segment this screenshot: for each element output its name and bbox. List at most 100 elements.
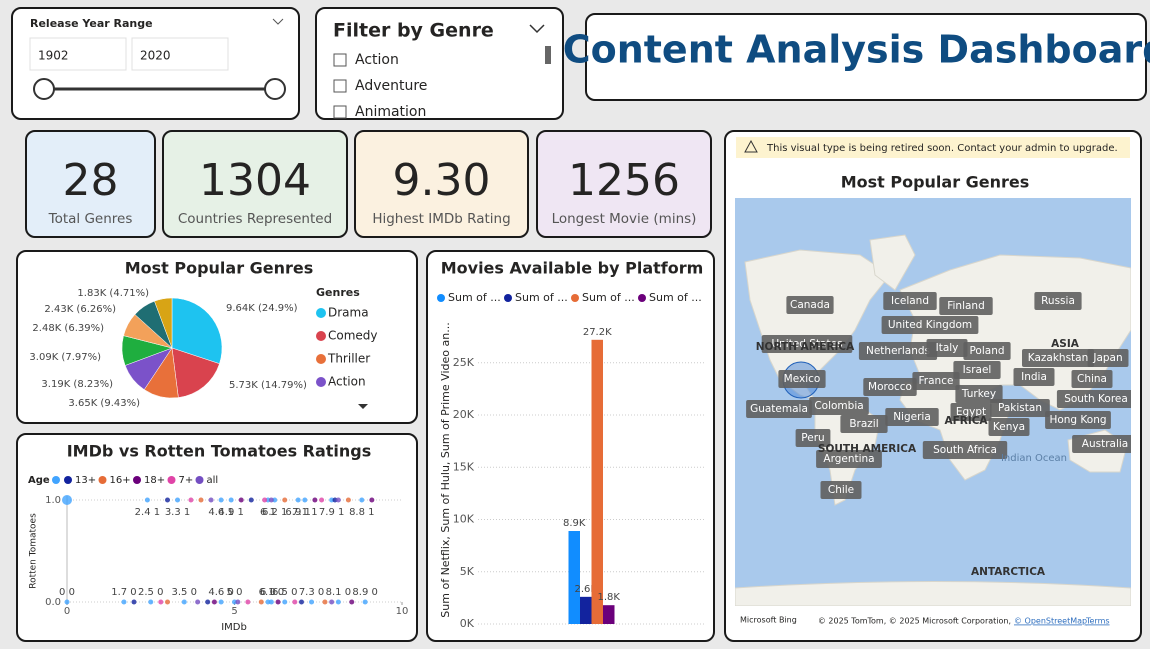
- pie-slice[interactable]: [171, 297, 223, 365]
- legend-label[interactable]: Sum of ...: [515, 291, 568, 304]
- place-label[interactable]: Iceland: [891, 295, 929, 307]
- legend-label[interactable]: Sum of ...: [582, 291, 635, 304]
- scatter-point[interactable]: [262, 497, 268, 503]
- scatter-point[interactable]: [64, 599, 70, 605]
- place-label[interactable]: China: [1077, 373, 1107, 385]
- place-label[interactable]: Israel: [963, 364, 992, 376]
- scatter-point[interactable]: [302, 497, 308, 503]
- scatter-point[interactable]: [238, 497, 244, 503]
- legend-label[interactable]: Thriller: [327, 352, 370, 366]
- place-label[interactable]: Russia: [1041, 295, 1075, 307]
- legend-label[interactable]: 18+: [144, 475, 165, 486]
- checkbox[interactable]: [333, 105, 347, 119]
- place-label[interactable]: Australia: [1082, 438, 1128, 450]
- legend-label[interactable]: all: [207, 475, 219, 486]
- scatter-point[interactable]: [62, 495, 72, 505]
- place-label[interactable]: Italy: [936, 342, 959, 354]
- scatter-point[interactable]: [359, 497, 365, 503]
- place-label[interactable]: Kenya: [993, 421, 1025, 433]
- end-input[interactable]: [131, 37, 229, 71]
- bar[interactable]: [580, 596, 592, 624]
- legend-label[interactable]: 13+: [75, 475, 96, 486]
- place-label[interactable]: South Korea: [1064, 393, 1128, 405]
- genre-option[interactable]: Adventure: [355, 78, 427, 94]
- scatter-point[interactable]: [275, 599, 281, 605]
- place-label[interactable]: Hong Kong: [1049, 414, 1106, 426]
- scatter-point[interactable]: [188, 497, 194, 503]
- place-label[interactable]: Guatemala: [750, 403, 808, 415]
- scatter-point[interactable]: [268, 599, 274, 605]
- scatter-point[interactable]: [205, 599, 211, 605]
- legend-label[interactable]: 16+: [110, 475, 131, 486]
- scatter-point[interactable]: [329, 599, 335, 605]
- scatter-point[interactable]: [322, 599, 328, 605]
- place-label[interactable]: Turkey: [961, 388, 996, 400]
- scatter-point[interactable]: [121, 599, 127, 605]
- scatter-point[interactable]: [309, 599, 315, 605]
- place-label[interactable]: Argentina: [823, 453, 874, 465]
- legend-label[interactable]: Drama: [328, 306, 369, 320]
- genre-option[interactable]: Animation: [355, 104, 426, 120]
- place-label[interactable]: Japan: [1092, 352, 1122, 364]
- scatter-point[interactable]: [148, 599, 154, 605]
- scrollbar[interactable]: [545, 46, 551, 64]
- place-label[interactable]: Pakistan: [998, 402, 1042, 414]
- scatter-point[interactable]: [165, 599, 170, 605]
- legend-label[interactable]: 7+: [179, 475, 194, 486]
- scatter-point[interactable]: [198, 497, 204, 503]
- scatter-point[interactable]: [362, 599, 368, 605]
- start-input[interactable]: [29, 37, 127, 71]
- legend-scroll[interactable]: [358, 404, 368, 409]
- scatter-point[interactable]: [345, 497, 351, 503]
- place-label[interactable]: Kazakhstan: [1028, 352, 1089, 364]
- scatter-point[interactable]: [165, 497, 170, 503]
- legend-label[interactable]: Sum of ...: [649, 291, 702, 304]
- scatter-point[interactable]: [144, 497, 150, 503]
- bar[interactable]: [568, 531, 581, 624]
- scatter-point[interactable]: [195, 599, 201, 605]
- place-label[interactable]: Netherlands: [866, 345, 930, 357]
- scatter-point[interactable]: [335, 497, 341, 503]
- scatter-point[interactable]: [282, 599, 288, 605]
- bar[interactable]: [603, 605, 615, 624]
- place-label[interactable]: Canada: [790, 299, 830, 311]
- place-label[interactable]: Colombia: [814, 400, 863, 412]
- chevron[interactable]: [529, 24, 545, 34]
- scatter-point[interactable]: [295, 497, 301, 503]
- scatter-point[interactable]: [319, 497, 325, 503]
- legend-label[interactable]: Sum of ...: [448, 291, 501, 304]
- terms-link[interactable]: Terms: [1085, 617, 1110, 626]
- genre-option[interactable]: Action: [355, 52, 399, 68]
- scatter-point[interactable]: [335, 599, 341, 605]
- place-label[interactable]: Finland: [947, 300, 985, 312]
- place-label[interactable]: United Kingdom: [888, 319, 972, 331]
- place-label[interactable]: France: [919, 375, 954, 387]
- scatter-point[interactable]: [369, 497, 375, 503]
- scatter-point[interactable]: [245, 599, 251, 605]
- place-label[interactable]: Chile: [828, 484, 854, 496]
- scatter-point[interactable]: [218, 497, 224, 503]
- place-label[interactable]: Morocco: [868, 381, 912, 393]
- legend-label[interactable]: Action: [328, 375, 366, 389]
- scatter-point[interactable]: [258, 599, 264, 605]
- place-label[interactable]: United States: [771, 338, 842, 350]
- checkbox[interactable]: [333, 79, 347, 93]
- pie-slice[interactable]: [154, 297, 173, 349]
- scatter-point[interactable]: [181, 599, 187, 605]
- scatter-point[interactable]: [208, 497, 214, 503]
- scatter-point[interactable]: [268, 497, 274, 503]
- scatter-point[interactable]: [158, 599, 164, 605]
- osm-link[interactable]: © OpenStreetMap: [1014, 617, 1087, 626]
- scatter-point[interactable]: [349, 599, 355, 605]
- place-label[interactable]: Egypt: [956, 406, 986, 418]
- place-label[interactable]: South Africa: [933, 444, 997, 456]
- scatter-point[interactable]: [312, 497, 318, 503]
- slider-handle[interactable]: [264, 78, 286, 100]
- place-label[interactable]: Brazil: [849, 418, 878, 430]
- place-label[interactable]: India: [1021, 371, 1047, 383]
- scatter-point[interactable]: [282, 497, 288, 503]
- scatter-point[interactable]: [235, 599, 241, 605]
- place-label[interactable]: Nigeria: [893, 411, 931, 423]
- pie-slice[interactable]: [171, 347, 220, 398]
- scatter-point[interactable]: [131, 599, 137, 605]
